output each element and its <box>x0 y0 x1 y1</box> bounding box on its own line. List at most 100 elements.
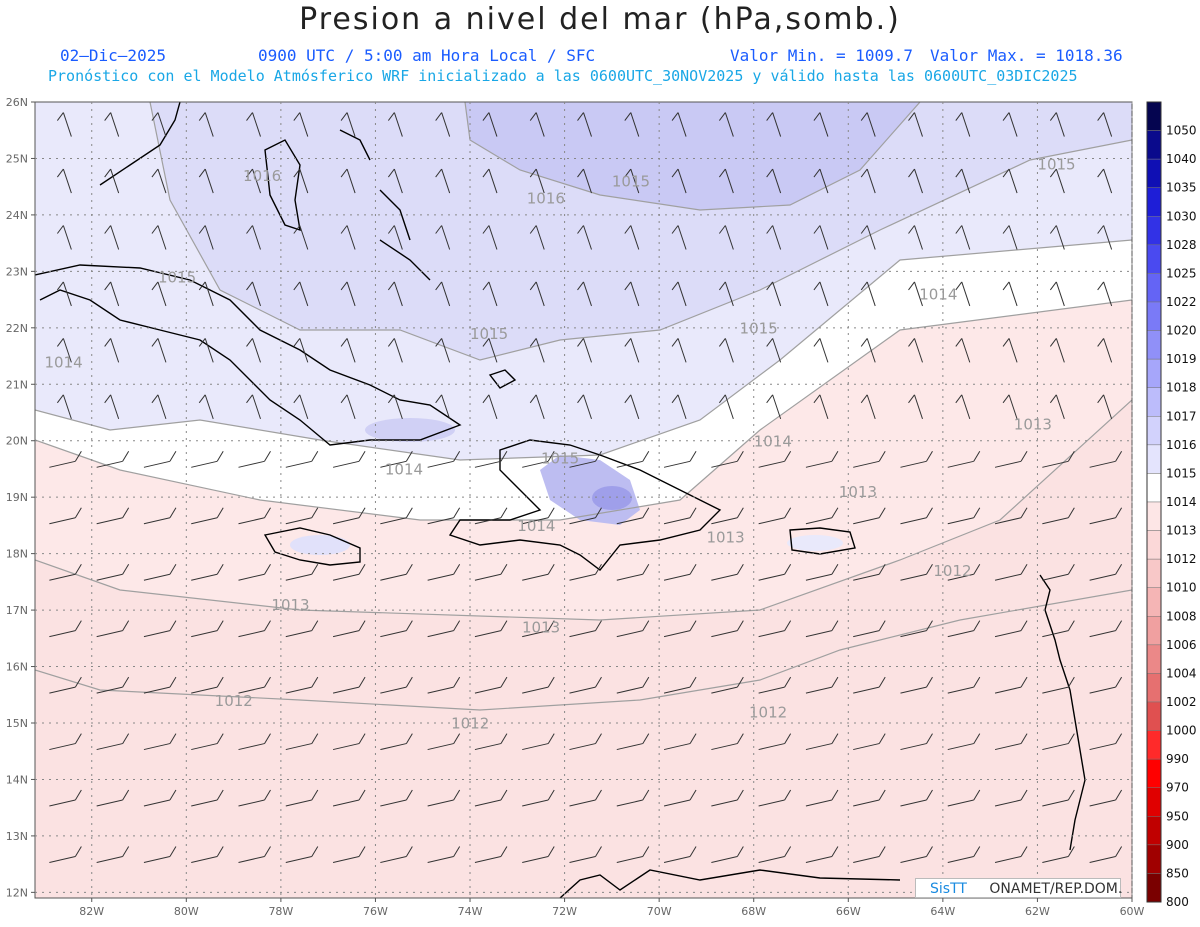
wind-barb <box>380 563 413 581</box>
wind-barb <box>718 225 734 250</box>
wind-barb <box>522 846 555 863</box>
wind-barb <box>435 112 451 137</box>
wind-barb <box>711 451 744 468</box>
turks <box>488 369 517 389</box>
wind-barb <box>947 676 981 694</box>
legend-label: 1028 <box>1166 238 1197 252</box>
wind-barb <box>624 394 640 420</box>
wind-barb <box>340 225 356 250</box>
legend-swatch <box>1146 387 1162 417</box>
wind-barb <box>56 394 72 420</box>
wind-barb <box>766 338 782 363</box>
lat-label: 16N <box>6 661 28 674</box>
wind-barb <box>482 281 498 307</box>
legend-swatch <box>1146 644 1162 674</box>
wind-barb <box>151 168 167 194</box>
band-1015 <box>150 102 1132 360</box>
pressure-field <box>35 102 1132 898</box>
wind-barb <box>104 281 120 307</box>
wind-barb <box>246 281 261 307</box>
wind-barb <box>49 563 82 581</box>
wind-barb <box>616 563 650 581</box>
wind-barb <box>577 394 592 420</box>
legend-swatch <box>1146 616 1162 646</box>
wind-barb <box>238 507 271 525</box>
lat-label: 18N <box>6 548 28 561</box>
wind-barb <box>994 507 1028 525</box>
wind-barb <box>238 620 271 638</box>
lon-label: 80W <box>174 905 199 918</box>
contour-label: 1014 <box>44 353 82 371</box>
legend-label: 1010 <box>1166 581 1197 595</box>
wind-barb <box>711 620 744 638</box>
wind-barb <box>387 281 403 307</box>
wind-barb <box>955 168 971 194</box>
wind-barb <box>1042 563 1075 581</box>
legend-label: 1016 <box>1166 438 1197 452</box>
wind-barb <box>49 507 82 525</box>
wind-barb <box>104 168 120 194</box>
wind-barb <box>482 338 498 363</box>
hispaniola-core <box>592 486 632 510</box>
wind-barb <box>1089 846 1123 863</box>
wind-barb <box>766 225 782 250</box>
wind-barb <box>1089 507 1123 525</box>
wind-barb <box>711 507 744 525</box>
wind-barb <box>96 620 130 638</box>
wind-barb <box>624 168 640 194</box>
wind-barb <box>900 846 933 863</box>
wind-barb <box>569 620 602 638</box>
wind-barb <box>198 112 214 137</box>
legend-swatch <box>1146 730 1162 760</box>
wind-barb <box>813 281 829 307</box>
wind-barb <box>955 225 971 250</box>
wind-barb <box>380 676 413 694</box>
lon-label: 66W <box>836 905 861 918</box>
wind-barb <box>293 394 309 420</box>
wind-barb <box>191 676 224 694</box>
wind-barb <box>813 394 829 420</box>
wind-barb <box>238 563 271 581</box>
isobars <box>35 102 1132 711</box>
wind-barb <box>191 620 224 638</box>
wind-barb <box>482 112 498 137</box>
band-1016 <box>465 102 920 210</box>
legend-swatch <box>1146 673 1162 703</box>
legend-swatch <box>1146 158 1162 188</box>
wind-barb <box>577 112 592 137</box>
wind-barb <box>49 620 82 638</box>
wind-barb <box>711 789 744 807</box>
wind-barb <box>1002 168 1018 194</box>
legend-label: 1035 <box>1166 181 1197 195</box>
wind-barb <box>853 676 886 694</box>
lat-label: 19N <box>6 491 28 504</box>
legend-swatch <box>1146 558 1162 588</box>
graticule <box>35 102 1133 898</box>
wind-barb <box>49 676 82 694</box>
legend-swatch <box>1146 301 1162 331</box>
wind-barb <box>758 451 792 468</box>
legend-label: 1030 <box>1166 209 1197 223</box>
wind-barb <box>853 620 886 638</box>
contour-label: 1012 <box>215 692 253 710</box>
wind-barb <box>198 281 214 307</box>
legend-swatch <box>1146 187 1162 217</box>
wind-barb <box>238 789 271 807</box>
legend-label: 950 <box>1166 809 1189 823</box>
legend-label: 1018 <box>1166 381 1197 395</box>
wind-barb <box>569 846 602 863</box>
legend-label: 800 <box>1166 895 1189 909</box>
wind-barb <box>766 112 782 137</box>
wind-barb <box>191 563 224 581</box>
wind-barb <box>853 451 886 468</box>
legend-swatch <box>1146 587 1162 617</box>
wind-barb <box>285 620 319 638</box>
wind-barb <box>805 676 839 694</box>
wind-barb <box>293 338 309 363</box>
wind-barb <box>813 225 829 250</box>
wind-barb <box>340 281 356 307</box>
wind-barb <box>143 733 177 751</box>
lat-label: 25N <box>6 152 28 165</box>
wind-barb <box>332 846 366 863</box>
wind-barb <box>246 168 261 194</box>
